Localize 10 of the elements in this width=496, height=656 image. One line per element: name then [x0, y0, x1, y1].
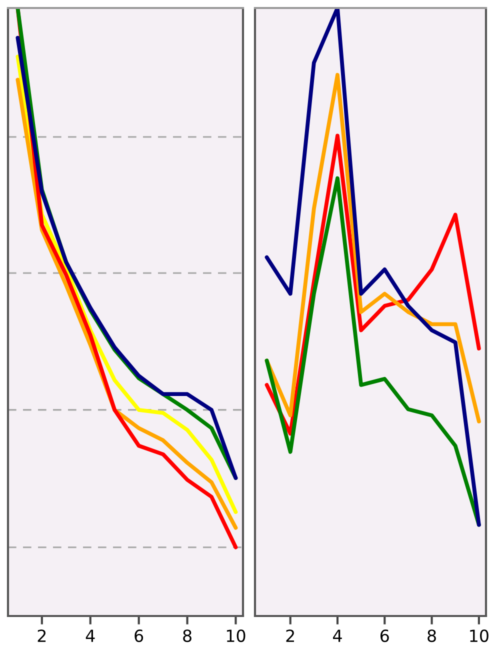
x-tick-label: 8 — [428, 629, 436, 642]
x-tick-label: 2 — [38, 629, 46, 642]
x-tick-label: 6 — [380, 629, 389, 642]
x-tick-label: 4 — [333, 630, 342, 642]
x-tick-label: 6 — [134, 629, 144, 642]
x-tick-label: 8 — [183, 629, 192, 642]
x-tick-label: 10 — [470, 629, 488, 642]
x-tick-label: 10 — [226, 629, 246, 642]
x-tick-label: 2 — [286, 629, 294, 642]
x-tick-label: 4 — [86, 630, 95, 642]
